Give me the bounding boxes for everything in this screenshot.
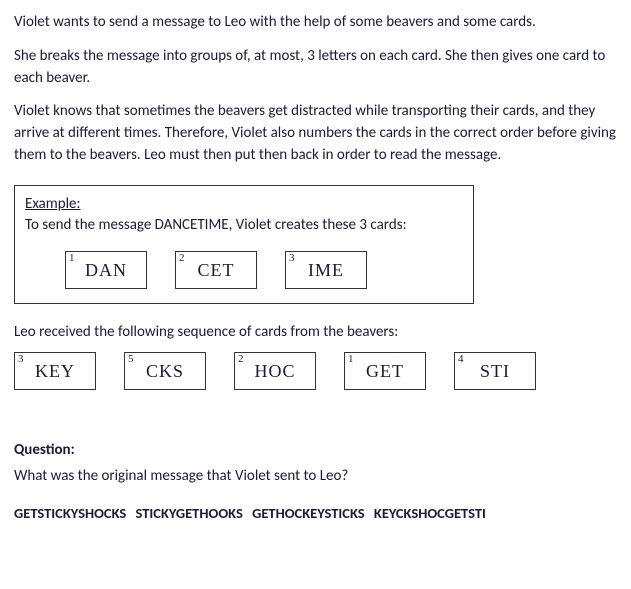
card-text: DAN bbox=[85, 257, 127, 283]
intro-paragraph-2: She breaks the message into groups of, a… bbox=[14, 46, 617, 90]
example-box: Example: To send the message DANCETIME, … bbox=[14, 185, 474, 305]
received-card: 2 HOC bbox=[234, 352, 316, 390]
card-number: 1 bbox=[348, 352, 354, 365]
example-card: 2 CET bbox=[175, 251, 257, 289]
card-text: KEY bbox=[35, 358, 75, 384]
example-card: 3 IME bbox=[285, 251, 367, 289]
example-cards-row: 1 DAN 2 CET 3 IME bbox=[25, 251, 463, 289]
card-text: STI bbox=[480, 358, 510, 384]
received-label: Leo received the following sequence of c… bbox=[14, 322, 617, 344]
intro-paragraph-1: Violet wants to send a message to Leo wi… bbox=[14, 12, 617, 34]
example-card: 1 DAN bbox=[65, 251, 147, 289]
example-text: To send the message DANCETIME, Violet cr… bbox=[25, 216, 407, 234]
card-number: 1 bbox=[69, 251, 75, 264]
card-text: CKS bbox=[146, 358, 184, 384]
card-number: 3 bbox=[289, 251, 295, 264]
card-text: IME bbox=[308, 257, 344, 283]
example-heading-line: Example: To send the message DANCETIME, … bbox=[25, 194, 463, 238]
card-text: HOC bbox=[254, 358, 295, 384]
received-card: 5 CKS bbox=[124, 352, 206, 390]
received-card: 3 KEY bbox=[14, 352, 96, 390]
answer-options: GETSTICKYSHOCKS STICKYGETHOOKS GETHOCKEY… bbox=[14, 503, 617, 524]
card-number: 3 bbox=[18, 352, 24, 365]
card-number: 4 bbox=[458, 352, 464, 365]
received-card: 4 STI bbox=[454, 352, 536, 390]
card-number: 5 bbox=[128, 352, 134, 365]
example-label: Example: bbox=[25, 195, 81, 213]
question-text: What was the original message that Viole… bbox=[14, 466, 617, 488]
received-cards-row: 3 KEY 5 CKS 2 HOC 1 GET 4 STI bbox=[14, 352, 617, 390]
card-number: 2 bbox=[179, 251, 185, 264]
card-text: GET bbox=[366, 358, 404, 384]
received-card: 1 GET bbox=[344, 352, 426, 390]
intro-paragraph-3: Violet knows that sometimes the beavers … bbox=[14, 101, 617, 166]
card-text: CET bbox=[198, 257, 235, 283]
question-label: Question: bbox=[14, 440, 617, 462]
card-number: 2 bbox=[238, 352, 244, 365]
